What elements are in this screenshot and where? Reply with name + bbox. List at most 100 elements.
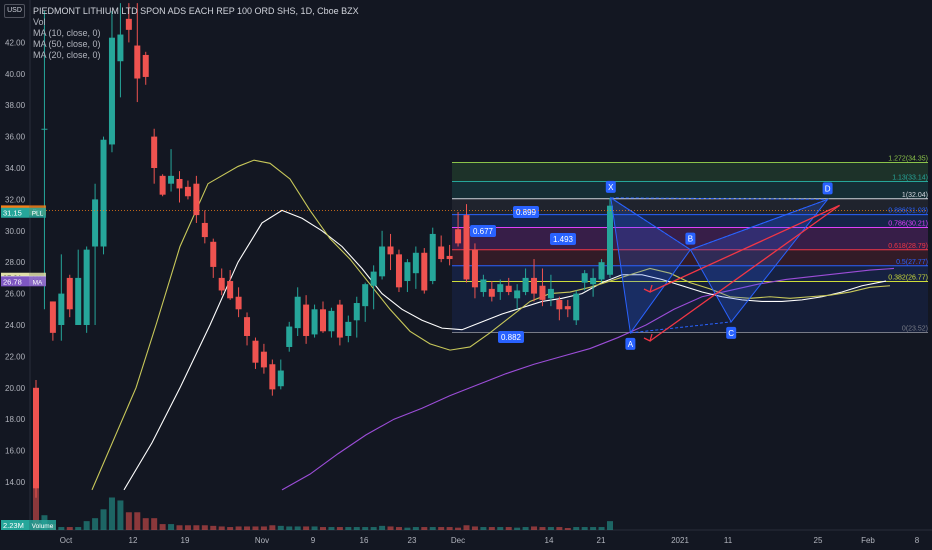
candle-body [353,303,360,321]
fib-level-label: 0.886(31.03) [888,208,928,215]
candle-body [328,310,335,332]
pattern-xb [610,197,691,251]
candle-body [235,296,242,310]
pattern-ratio: 0.677 [470,225,496,237]
volume-bar [92,518,99,530]
price-tick-label: 36.00 [5,133,26,142]
currency-button[interactable]: USD [4,4,25,18]
volume-bar [108,497,115,530]
volume-bar [303,526,310,530]
pattern-ac [630,321,732,334]
candle-body [547,288,554,299]
candle-body [539,285,546,300]
candle-body [260,351,267,368]
candle-body [438,246,445,260]
price-tick-label: 40.00 [5,70,26,79]
candle-body [227,281,234,299]
fib-level-label: 1.13(33.14) [892,175,928,182]
pattern-point-b: B [685,232,696,245]
legend-ma20: MA (20, close, 0) [33,50,101,60]
time-tick-label: 19 [181,536,190,545]
candle-body [556,299,563,310]
candle-body [58,293,65,325]
time-tick-label: Dec [451,536,465,545]
candle-body [218,277,225,291]
candle-body [125,18,132,30]
pattern-point-label: X [608,183,614,192]
volume-bar [379,525,386,530]
fib-zone [452,249,928,266]
volume-bar [539,527,546,530]
candle-body [497,284,504,293]
candle [531,259,538,302]
candle-body [244,317,251,336]
volume-bar [547,527,554,530]
candle-body [362,284,369,307]
candle [547,274,554,307]
price-tick-label: 38.00 [5,101,26,110]
volume-bar [294,526,301,530]
candle [58,254,65,341]
time-tick-label: 21 [597,536,606,545]
volume-bar [260,526,267,530]
time-tick-label: 23 [408,536,417,545]
price-tag-value-box [1,276,29,287]
candle [395,249,402,293]
candle [471,243,478,299]
pattern-ratio-box [550,233,576,245]
volume-bar [505,527,512,530]
candle [142,51,149,85]
candle-body [522,277,529,293]
volume-bar [370,527,377,530]
candle-body [66,277,73,310]
candle [505,277,512,296]
price-tag-suffix-box [29,276,46,287]
volume-bar [277,525,284,530]
volume-bar [455,527,462,530]
volume-bar [522,527,529,530]
candle-body [277,370,284,387]
volume-bar [269,525,276,530]
volume-tag-value-box [1,520,29,530]
pattern-ratio: 0.882 [498,331,524,343]
volume-bar [83,521,90,530]
candle-body [193,183,200,216]
candle-body [607,205,613,275]
candle-body [463,215,470,280]
candle [412,246,419,289]
pattern-ratio-box [498,331,524,343]
candle [446,244,453,266]
candle [49,301,56,341]
candle-body [100,139,107,247]
pattern-point-label: C [728,329,734,338]
candle-body [387,246,394,255]
candle-body [581,273,588,283]
pattern-ratio-label: 0.899 [516,208,537,217]
time-tick-label: 2021 [671,536,689,545]
volume-bar [235,526,242,530]
volume-bar [404,527,411,530]
volume-bar [438,527,445,530]
pattern-ratio-box [513,206,539,218]
candle [260,343,267,374]
volume-bar [151,518,158,530]
candle [303,295,310,344]
volume-bar [75,527,82,530]
candle-body [505,285,512,293]
projection-arrowhead-1 [643,284,653,293]
candle [480,274,487,297]
candle [573,290,580,325]
candle-body [286,326,293,347]
volume-bar [176,525,183,530]
fib-zone [452,181,928,199]
candle-body [75,277,82,325]
candle [379,230,386,280]
candle-body [455,229,462,244]
pattern-triangle-bcd [689,198,830,323]
candle [522,268,529,296]
candle [277,359,284,390]
price-tick-label: 30.00 [5,227,26,236]
volume-bar [395,527,402,530]
volume-bar [117,500,124,530]
